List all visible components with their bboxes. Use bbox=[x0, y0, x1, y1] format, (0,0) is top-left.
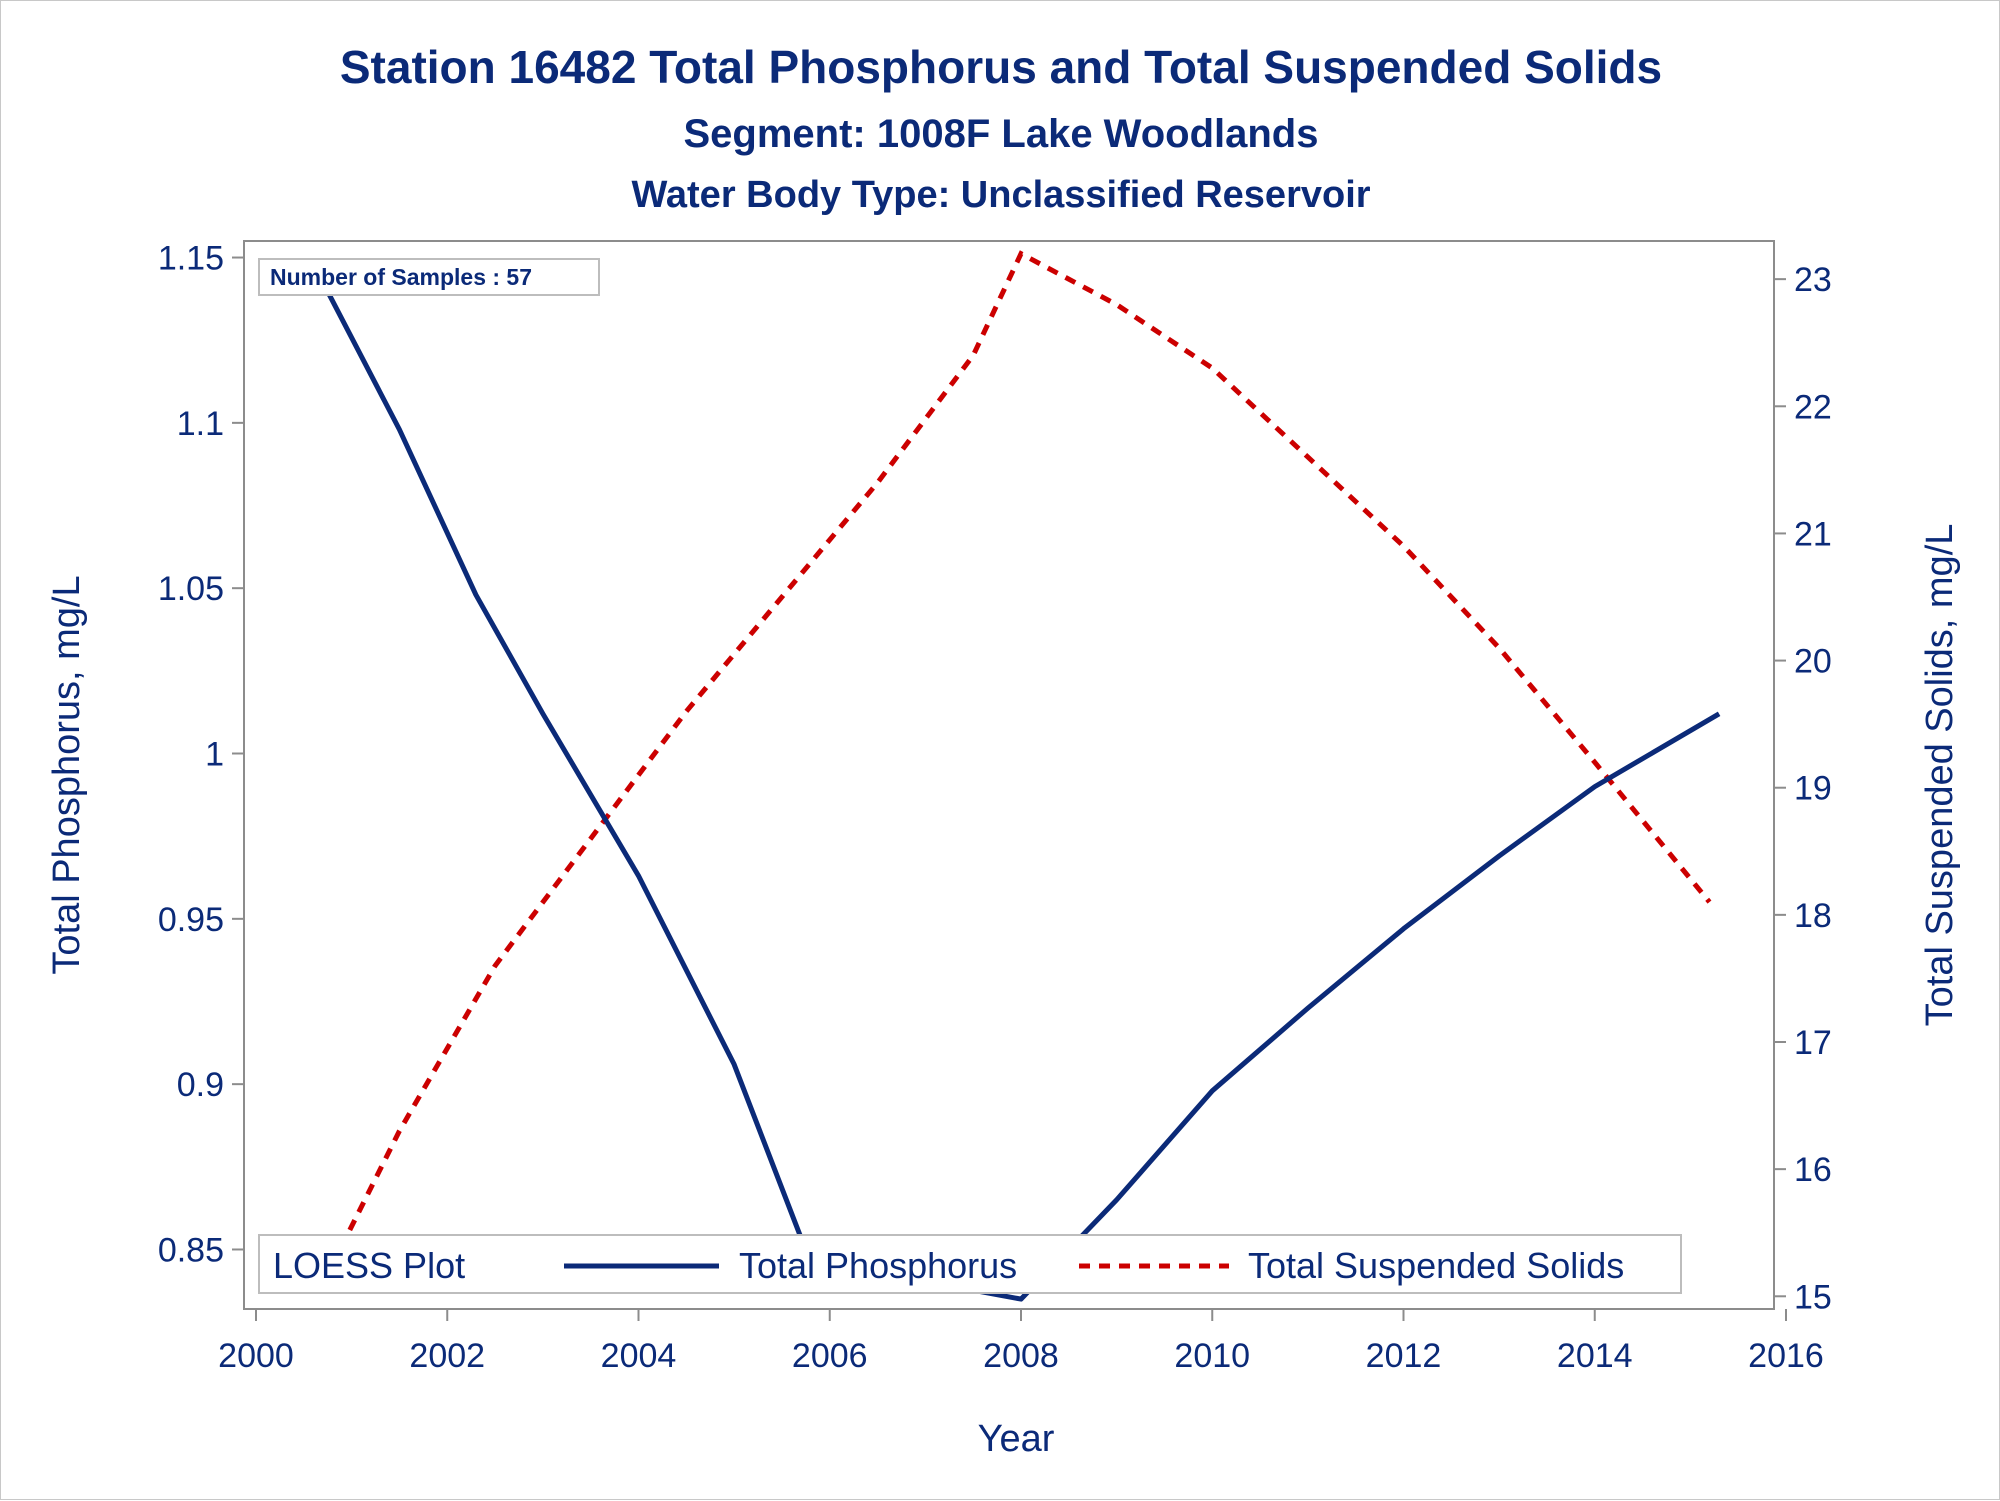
x-tick-label: 2008 bbox=[983, 1337, 1059, 1375]
y-tick-label: 1.05 bbox=[158, 570, 224, 608]
y-tick-label: 0.95 bbox=[158, 901, 224, 939]
y-axis-left: 0.85 0.9 0.95 1 1.05 1.1 1.15 bbox=[158, 240, 244, 1269]
legend-label-total-suspended-solids: Total Suspended Solids bbox=[1248, 1245, 1624, 1286]
x-tick-label: 2014 bbox=[1557, 1337, 1633, 1375]
x-axis-label: Year bbox=[978, 1418, 1055, 1460]
y-axis-label: Total Phosphorus, mg/L bbox=[46, 575, 88, 974]
x-tick-label: 2004 bbox=[601, 1337, 677, 1375]
y2-tick-label: 22 bbox=[1794, 388, 1832, 426]
x-tick-label: 2006 bbox=[792, 1337, 868, 1375]
x-tick-label: 2000 bbox=[218, 1337, 294, 1375]
chart-title: Station 16482 Total Phosphorus and Total… bbox=[340, 41, 1662, 93]
y-tick-label: 0.9 bbox=[177, 1066, 224, 1104]
y2-axis-label: Total Suspended Solids, mg/L bbox=[1919, 524, 1961, 1027]
y-tick-label: 0.85 bbox=[158, 1231, 224, 1269]
y2-tick-label: 23 bbox=[1794, 261, 1832, 299]
chart-subtitle: Segment: 1008F Lake Woodlands bbox=[684, 112, 1319, 156]
y2-tick-label: 18 bbox=[1794, 897, 1832, 935]
chart-subtitle-2: Water Body Type: Unclassified Reservoir bbox=[631, 174, 1370, 216]
y2-tick-label: 21 bbox=[1794, 515, 1832, 553]
plot-area bbox=[243, 240, 1775, 1310]
legend-title: LOESS Plot bbox=[273, 1245, 465, 1286]
x-tick-label: 2012 bbox=[1366, 1337, 1442, 1375]
y2-tick-label: 15 bbox=[1794, 1278, 1832, 1316]
series-line-total-phosphorus bbox=[311, 262, 1721, 1302]
y2-tick-label: 16 bbox=[1794, 1151, 1832, 1189]
y2-tick-label: 20 bbox=[1794, 643, 1832, 681]
x-tick-label: 2002 bbox=[409, 1337, 485, 1375]
series-line-total-suspended-solids bbox=[320, 250, 1712, 1285]
samples-inset-box bbox=[258, 258, 600, 296]
y2-tick-label: 19 bbox=[1794, 770, 1832, 808]
legend-box bbox=[258, 1234, 1682, 1294]
y-tick-label: 1 bbox=[205, 736, 224, 774]
y-axis-right: 15 16 17 18 19 20 21 22 23 bbox=[1774, 261, 1832, 1316]
samples-inset-label: Number of Samples : 57 bbox=[270, 264, 532, 290]
legend-label-total-phosphorus: Total Phosphorus bbox=[739, 1245, 1017, 1286]
x-tick-label: 2016 bbox=[1748, 1337, 1824, 1375]
y2-tick-label: 17 bbox=[1794, 1024, 1832, 1062]
y-tick-label: 1.1 bbox=[177, 405, 224, 443]
x-axis: 2000 2002 2004 2006 2008 2010 2012 2014 2016 bbox=[218, 1309, 1824, 1375]
y-tick-label: 1.15 bbox=[158, 240, 224, 278]
x-tick-label: 2010 bbox=[1174, 1337, 1250, 1375]
